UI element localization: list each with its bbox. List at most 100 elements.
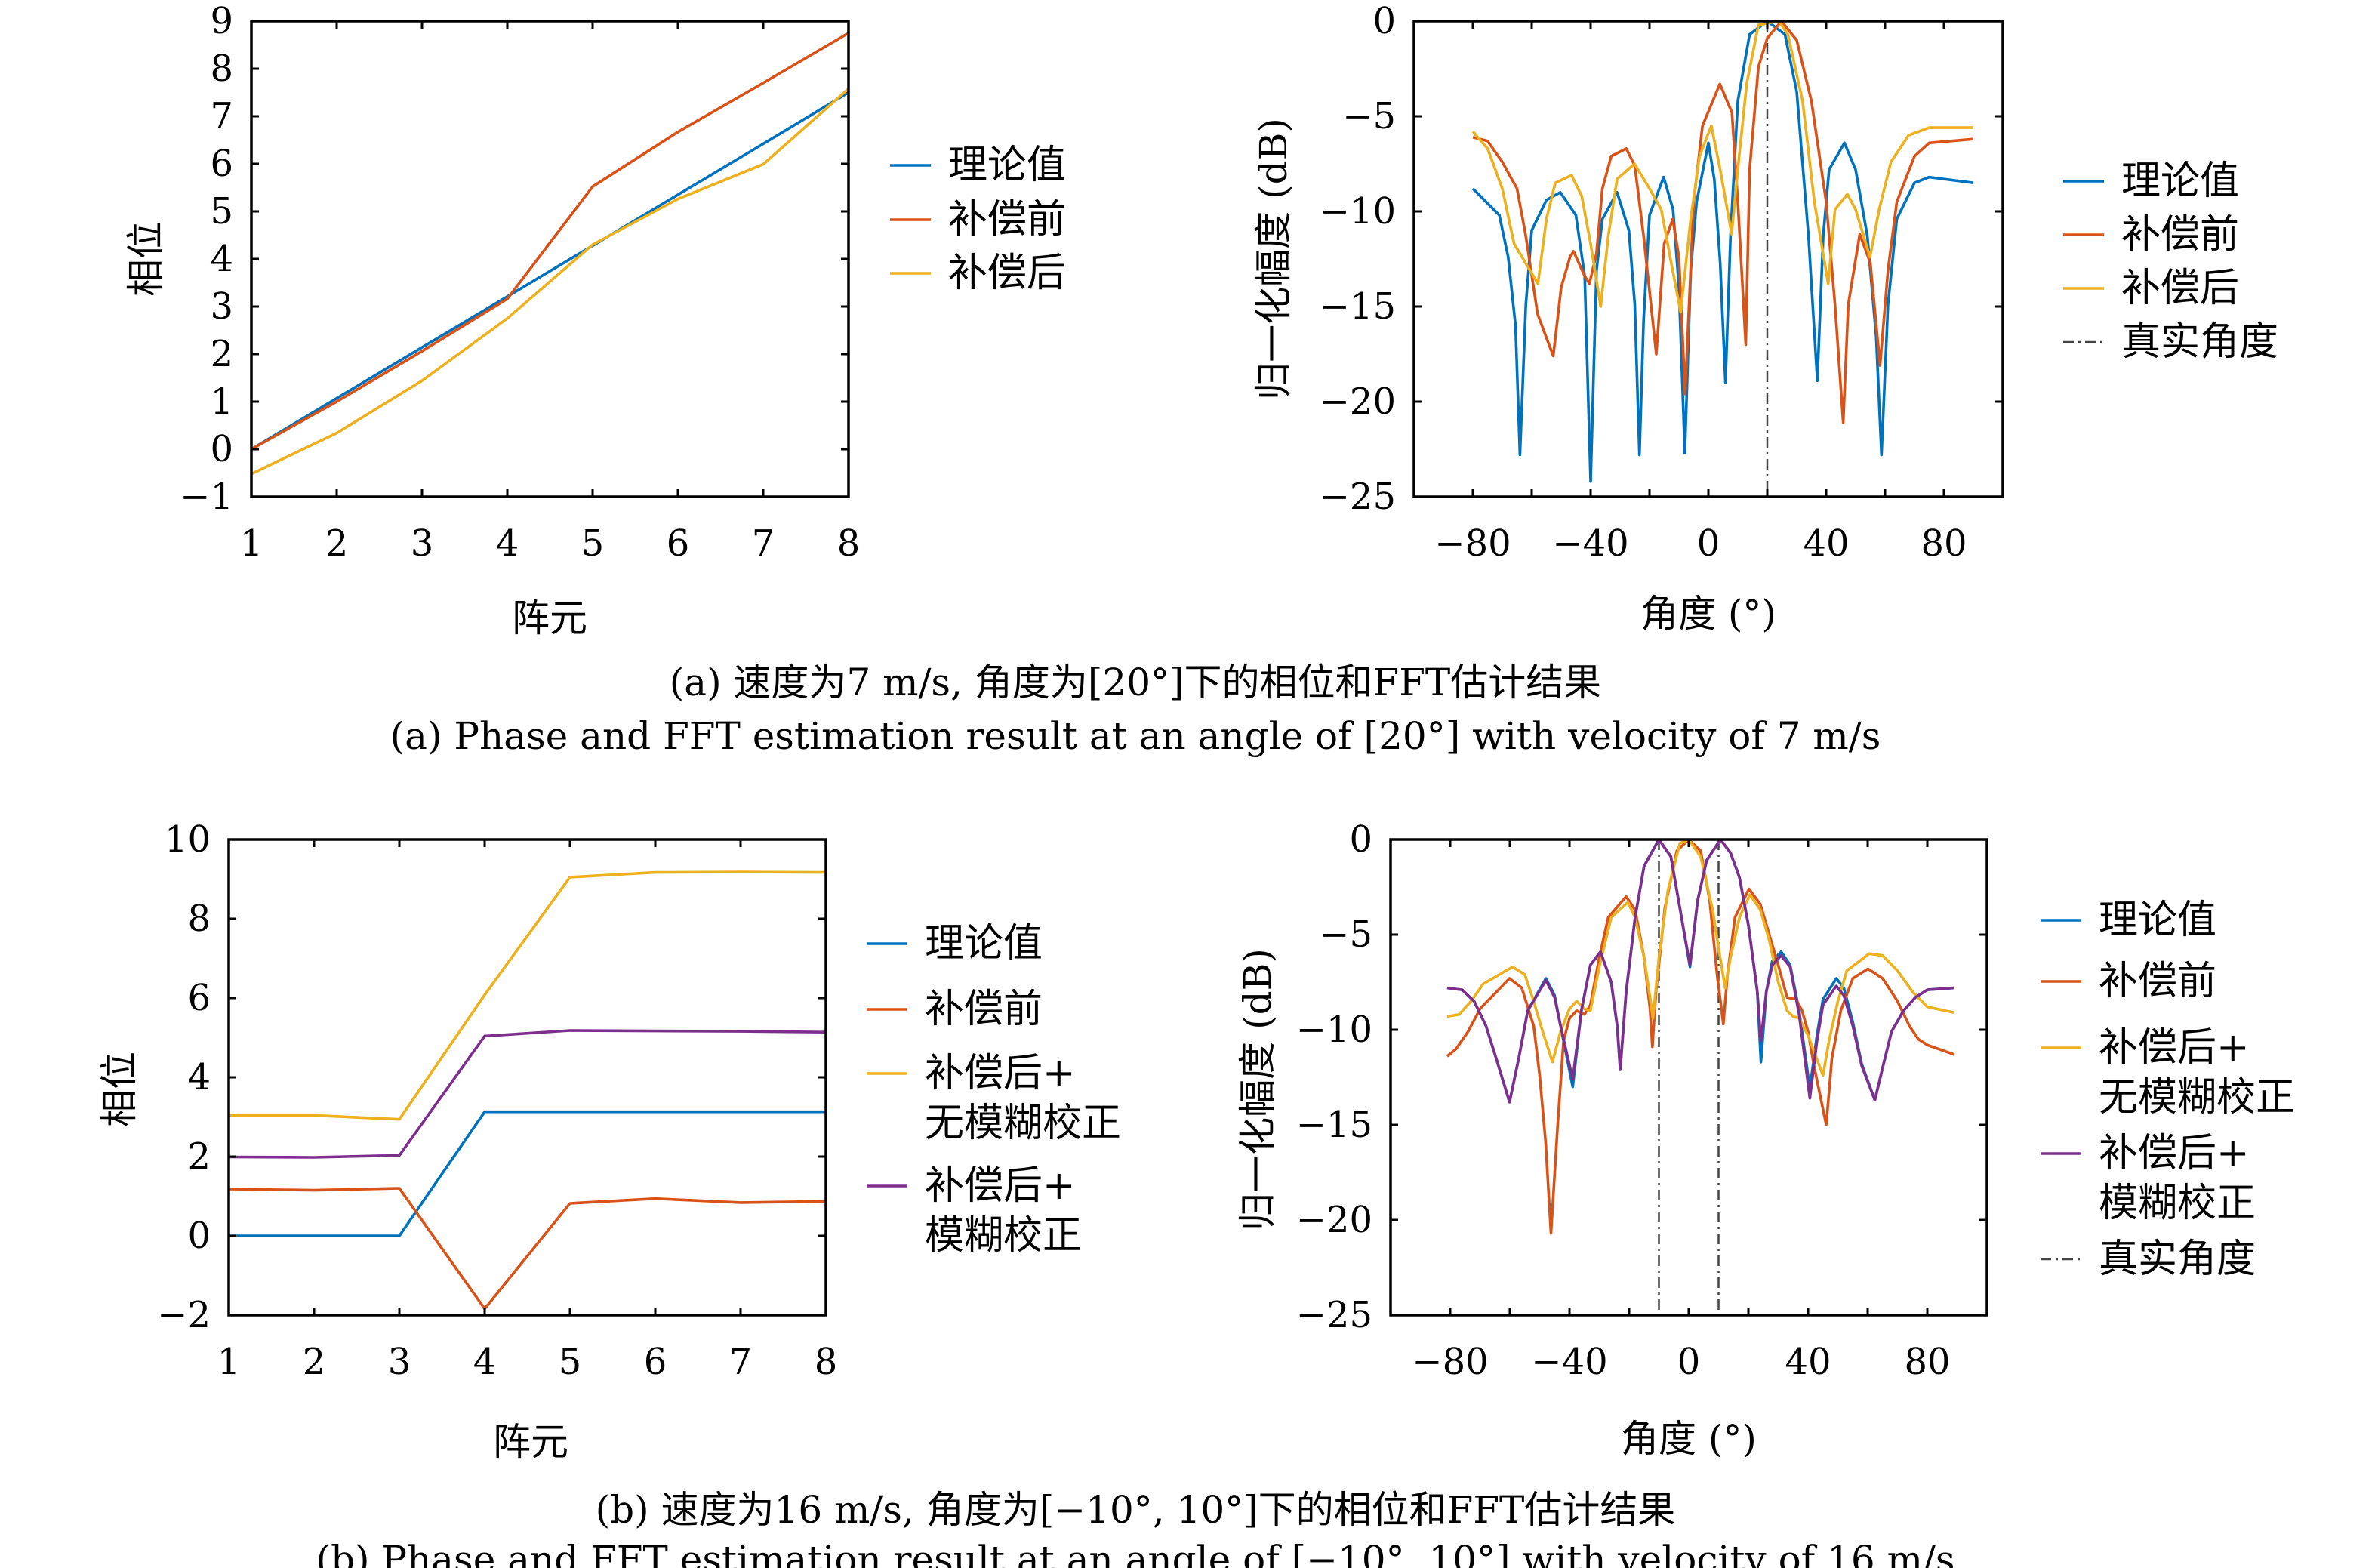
chart-4: −80 −40 0 40 80 −25 −20 −15 −10 −5 0 角度 (°) 归一化幅度 (d… — [1236, 818, 2295, 1461]
y-tick-label: −10 — [1296, 1009, 1372, 1051]
series-line-2 — [1446, 839, 1955, 1235]
y-tick-label: −15 — [1320, 285, 1396, 328]
y-tick-label: 1 — [210, 380, 233, 423]
legend-label: 补偿前 — [2121, 212, 2239, 257]
legend-label: 补偿前 — [948, 197, 1066, 242]
series-line-2 — [229, 1187, 826, 1311]
y-tick-label: −5 — [1319, 913, 1372, 956]
x-tick-label: 5 — [581, 522, 605, 565]
x-tick-label: 7 — [752, 522, 775, 565]
series-line-3 — [251, 88, 849, 476]
y-tick-label: 0 — [210, 428, 233, 470]
legend-label: 补偿前 — [925, 987, 1043, 1032]
series-line-2 — [251, 32, 849, 451]
legend-label: 补偿后+ — [2099, 1131, 2250, 1176]
x-tick-label: 8 — [837, 522, 861, 565]
legend-label: 补偿后 — [2121, 266, 2239, 311]
y-tick-label: 3 — [210, 285, 233, 328]
legend-label: 理论值 — [2099, 898, 2216, 943]
y-tick-label: 6 — [187, 977, 211, 1019]
caption-b-english: (b) Phase and FFT estimation result at a… — [316, 1538, 1954, 1568]
x-axis-label: 阵元 — [512, 596, 587, 640]
y-tick-label: 6 — [210, 143, 233, 185]
series-line-1 — [1471, 21, 1974, 483]
x-tick-label: 0 — [1697, 522, 1720, 565]
x-tick-label: 3 — [411, 522, 434, 565]
legend-label: 理论值 — [948, 143, 1066, 188]
y-axis-label: 归一化幅度 (dB) — [1236, 948, 1280, 1231]
y-tick-label: −10 — [1320, 190, 1396, 233]
caption-a-chinese: (a) 速度为7 m/s, 角度为[20°]下的相位和FFT估计结果 — [670, 661, 1602, 704]
series-line-3 — [229, 870, 826, 1121]
x-tick-label: 2 — [325, 522, 349, 565]
x-tick-label: 1 — [240, 522, 263, 565]
x-tick-label: 5 — [559, 1341, 582, 1383]
x-tick-label: 4 — [473, 1341, 497, 1383]
legend-label: 理论值 — [2121, 159, 2239, 204]
y-axis-label: 归一化幅度 (dB) — [1252, 118, 1295, 400]
y-axis-label: 相位 — [97, 1052, 141, 1127]
caption-a-english: (a) Phase and FFT estimation result at a… — [390, 714, 1881, 758]
series-line-4 — [229, 1029, 826, 1159]
legend-label: 理论值 — [925, 921, 1043, 966]
x-tick-label: 80 — [1904, 1341, 1950, 1383]
x-tick-label: 1 — [217, 1341, 241, 1383]
y-tick-label: 0 — [1372, 0, 1396, 42]
series-line-3 — [1446, 839, 1954, 1077]
series-line-3 — [1471, 21, 1973, 314]
y-tick-label: −15 — [1296, 1104, 1372, 1146]
x-tick-label: 40 — [1803, 522, 1849, 565]
chart-3: 1 2 3 4 5 6 7 8−20246810阵元相位理论值补偿前补偿后+无模糊校正补偿后+… — [97, 818, 1121, 1464]
y-tick-label: −2 — [157, 1294, 211, 1336]
series-line-1 — [251, 91, 849, 451]
x-tick-label: 80 — [1921, 522, 1967, 565]
y-tick-label: −20 — [1320, 380, 1396, 423]
x-tick-label: 7 — [729, 1341, 753, 1383]
x-tick-label: 2 — [303, 1341, 326, 1383]
y-tick-label: 8 — [210, 48, 233, 90]
legend-label: 补偿后+ — [925, 1163, 1076, 1209]
x-tick-label: −80 — [1434, 522, 1511, 565]
y-tick-label: 0 — [1349, 818, 1372, 861]
legend-label: 真实角度 — [2121, 319, 2278, 365]
series-line-1 — [229, 1110, 826, 1237]
y-tick-label: 10 — [165, 818, 211, 861]
legend-label: 真实角度 — [2099, 1237, 2256, 1282]
legend-label: 补偿后+ — [925, 1051, 1076, 1096]
legend-label: 无模糊校正 — [925, 1101, 1121, 1146]
y-tick-label: −1 — [180, 476, 233, 518]
y-tick-label: 4 — [187, 1056, 211, 1098]
series-line-4 — [1446, 839, 1954, 1104]
axes-box — [1389, 838, 1988, 1317]
y-tick-label: −5 — [1342, 95, 1396, 137]
legend-label: 补偿前 — [2099, 959, 2216, 1004]
y-tick-label: 9 — [210, 0, 233, 42]
y-tick-label: −20 — [1296, 1199, 1372, 1241]
legend-label: 模糊校正 — [2099, 1181, 2256, 1226]
y-tick-label: 8 — [187, 898, 211, 940]
x-tick-label: 40 — [1785, 1341, 1831, 1383]
legend-label: 补偿后 — [948, 251, 1066, 296]
series-line-2 — [1472, 21, 1974, 424]
y-tick-label: −25 — [1320, 476, 1396, 518]
x-tick-label: 3 — [388, 1341, 411, 1383]
y-tick-label: 2 — [210, 333, 233, 375]
caption-b-chinese: (b) 速度为16 m/s, 角度为[−10°, 10°]下的相位和FFT估计结… — [596, 1488, 1676, 1532]
y-tick-label: 2 — [187, 1135, 211, 1178]
legend-label: 无模糊校正 — [2099, 1075, 2295, 1120]
y-tick-label: 5 — [210, 190, 233, 233]
x-tick-label: 4 — [496, 522, 519, 565]
y-tick-label: 4 — [210, 238, 233, 280]
x-tick-label: −80 — [1412, 1341, 1488, 1383]
legend-label: 补偿后+ — [2099, 1025, 2250, 1070]
chart-2: −80 −40 0 40 80 −25 −20 −15 −10 −5 0 角度 (°) 归一化幅度 (d… — [1252, 0, 2278, 636]
x-tick-label: 6 — [644, 1341, 667, 1383]
x-tick-label: 6 — [667, 522, 690, 565]
x-axis-label: 角度 (°) — [1621, 1417, 1757, 1461]
